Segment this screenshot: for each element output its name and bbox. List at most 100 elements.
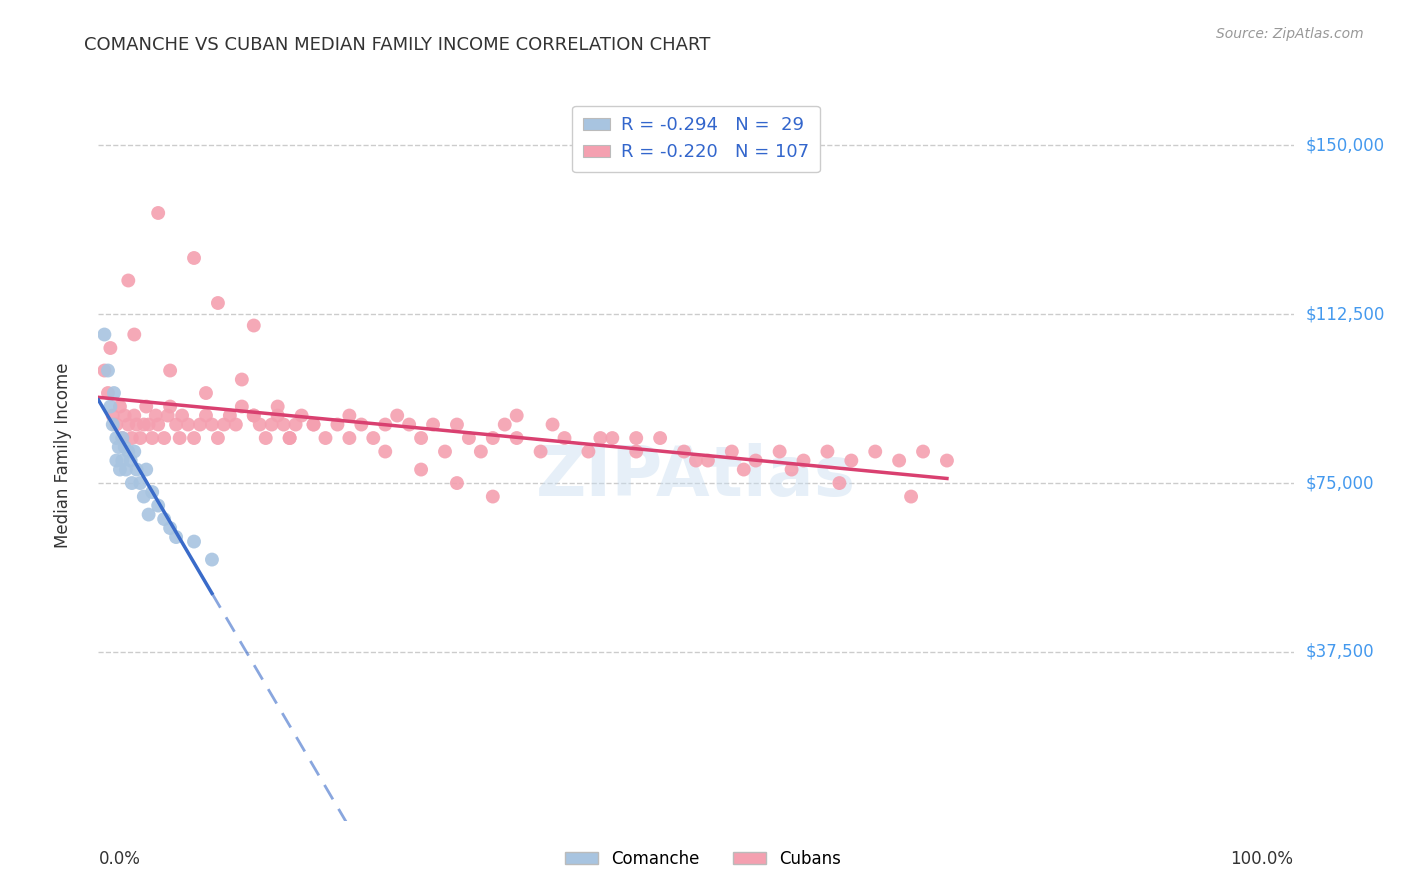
Point — [793, 453, 815, 467]
Text: 100.0%: 100.0% — [1230, 850, 1294, 868]
Point — [470, 444, 492, 458]
Point — [107, 440, 129, 454]
Point — [231, 400, 253, 414]
Point — [446, 417, 468, 432]
Point — [188, 417, 211, 432]
Point — [105, 431, 128, 445]
Point — [434, 444, 457, 458]
Point — [138, 508, 160, 522]
Point — [481, 490, 505, 504]
Point — [302, 417, 325, 432]
Point — [841, 453, 863, 467]
Point — [231, 372, 253, 386]
Point — [124, 409, 146, 423]
Point — [900, 490, 922, 504]
Point — [243, 318, 266, 333]
Point — [141, 431, 163, 445]
Legend: R = -0.294   N =  29, R = -0.220   N = 107: R = -0.294 N = 29, R = -0.220 N = 107 — [572, 105, 820, 172]
Point — [132, 490, 155, 504]
Point — [129, 476, 152, 491]
Point — [101, 417, 124, 432]
Point — [506, 431, 529, 445]
Point — [267, 409, 290, 423]
Point — [284, 417, 307, 432]
Point — [626, 444, 648, 458]
Point — [278, 431, 301, 445]
Point — [768, 444, 790, 458]
Text: $75,000: $75,000 — [1306, 474, 1374, 492]
Point — [326, 417, 349, 432]
Point — [541, 417, 564, 432]
Point — [374, 444, 396, 458]
Point — [114, 409, 136, 423]
Point — [446, 476, 468, 491]
Point — [148, 417, 170, 432]
Point — [172, 409, 194, 423]
Point — [302, 417, 325, 432]
Point — [697, 453, 720, 467]
Point — [105, 453, 128, 467]
Point — [165, 417, 187, 432]
Text: 0.0%: 0.0% — [98, 850, 141, 868]
Point — [135, 462, 157, 476]
Point — [159, 521, 181, 535]
Point — [411, 431, 433, 445]
Text: $112,500: $112,500 — [1306, 305, 1385, 323]
Point — [121, 476, 143, 491]
Text: COMANCHE VS CUBAN MEDIAN FAMILY INCOME CORRELATION CHART: COMANCHE VS CUBAN MEDIAN FAMILY INCOME C… — [84, 36, 711, 54]
Point — [673, 444, 696, 458]
Point — [745, 453, 768, 467]
Point — [291, 409, 314, 423]
Text: $37,500: $37,500 — [1306, 643, 1374, 661]
Point — [458, 431, 481, 445]
Point — [183, 251, 205, 265]
Text: ZIPAtlas: ZIPAtlas — [536, 443, 856, 510]
Point — [865, 444, 887, 458]
Point — [648, 431, 672, 445]
Point — [889, 453, 911, 467]
Point — [135, 400, 157, 414]
Point — [145, 409, 167, 423]
Point — [153, 431, 176, 445]
Point — [554, 431, 576, 445]
Point — [120, 453, 142, 467]
Point — [124, 444, 146, 458]
Point — [165, 530, 187, 544]
Point — [132, 417, 155, 432]
Point — [148, 206, 170, 220]
Point — [411, 462, 433, 476]
Point — [98, 341, 122, 355]
Point — [212, 417, 235, 432]
Point — [243, 409, 266, 423]
Point — [315, 431, 337, 445]
Point — [273, 417, 295, 432]
Point — [125, 417, 148, 432]
Point — [207, 431, 229, 445]
Point — [339, 409, 361, 423]
Point — [278, 431, 301, 445]
Point — [733, 462, 755, 476]
Point — [98, 400, 122, 414]
Point — [207, 296, 229, 310]
Point — [159, 363, 181, 377]
Point — [685, 453, 707, 467]
Point — [243, 409, 266, 423]
Point — [481, 431, 505, 445]
Point — [97, 386, 120, 401]
Point — [602, 431, 624, 445]
Point — [93, 327, 115, 342]
Point — [93, 363, 115, 377]
Point — [936, 453, 959, 467]
Point — [195, 409, 218, 423]
Point — [374, 417, 396, 432]
Point — [108, 400, 131, 414]
Point — [267, 400, 290, 414]
Point — [117, 444, 139, 458]
Point — [350, 417, 373, 432]
Point — [254, 431, 277, 445]
Point — [111, 431, 134, 445]
Point — [385, 409, 409, 423]
Point — [201, 552, 224, 566]
Point — [422, 417, 444, 432]
Point — [626, 431, 648, 445]
